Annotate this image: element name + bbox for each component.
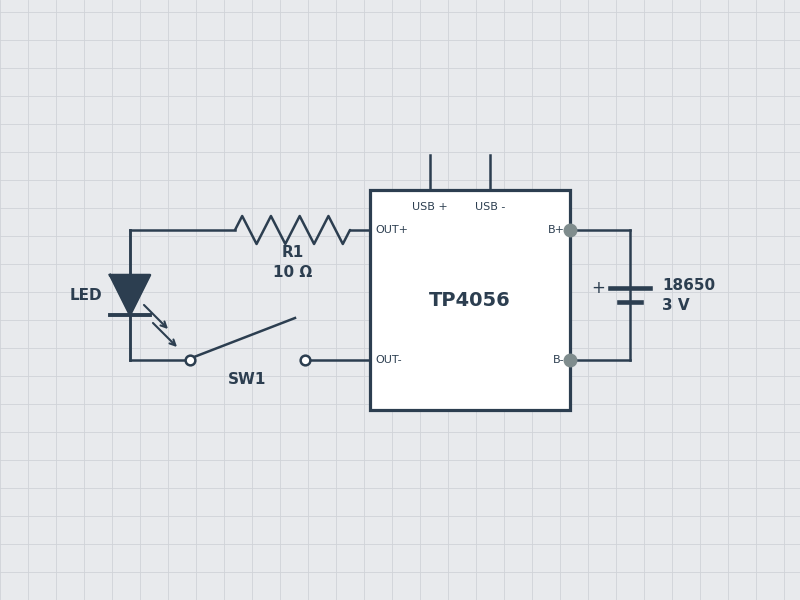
Text: LED: LED [70, 287, 102, 302]
Text: +: + [591, 279, 605, 297]
Text: 10 Ω: 10 Ω [273, 265, 312, 280]
Text: R1: R1 [282, 245, 304, 260]
Bar [370, 190, 570, 410]
Text: 18650: 18650 [662, 277, 715, 292]
Text: TP4056: TP4056 [429, 290, 511, 310]
Polygon shape [110, 275, 150, 315]
Text: OUT+: OUT+ [375, 225, 408, 235]
Text: B+: B+ [548, 225, 565, 235]
Text: USB +: USB + [412, 202, 448, 212]
Text: OUT-: OUT- [375, 355, 402, 365]
Text: USB -: USB - [475, 202, 505, 212]
Text: 3 V: 3 V [662, 298, 690, 313]
Text: SW1: SW1 [228, 372, 266, 387]
Text: B-: B- [554, 355, 565, 365]
